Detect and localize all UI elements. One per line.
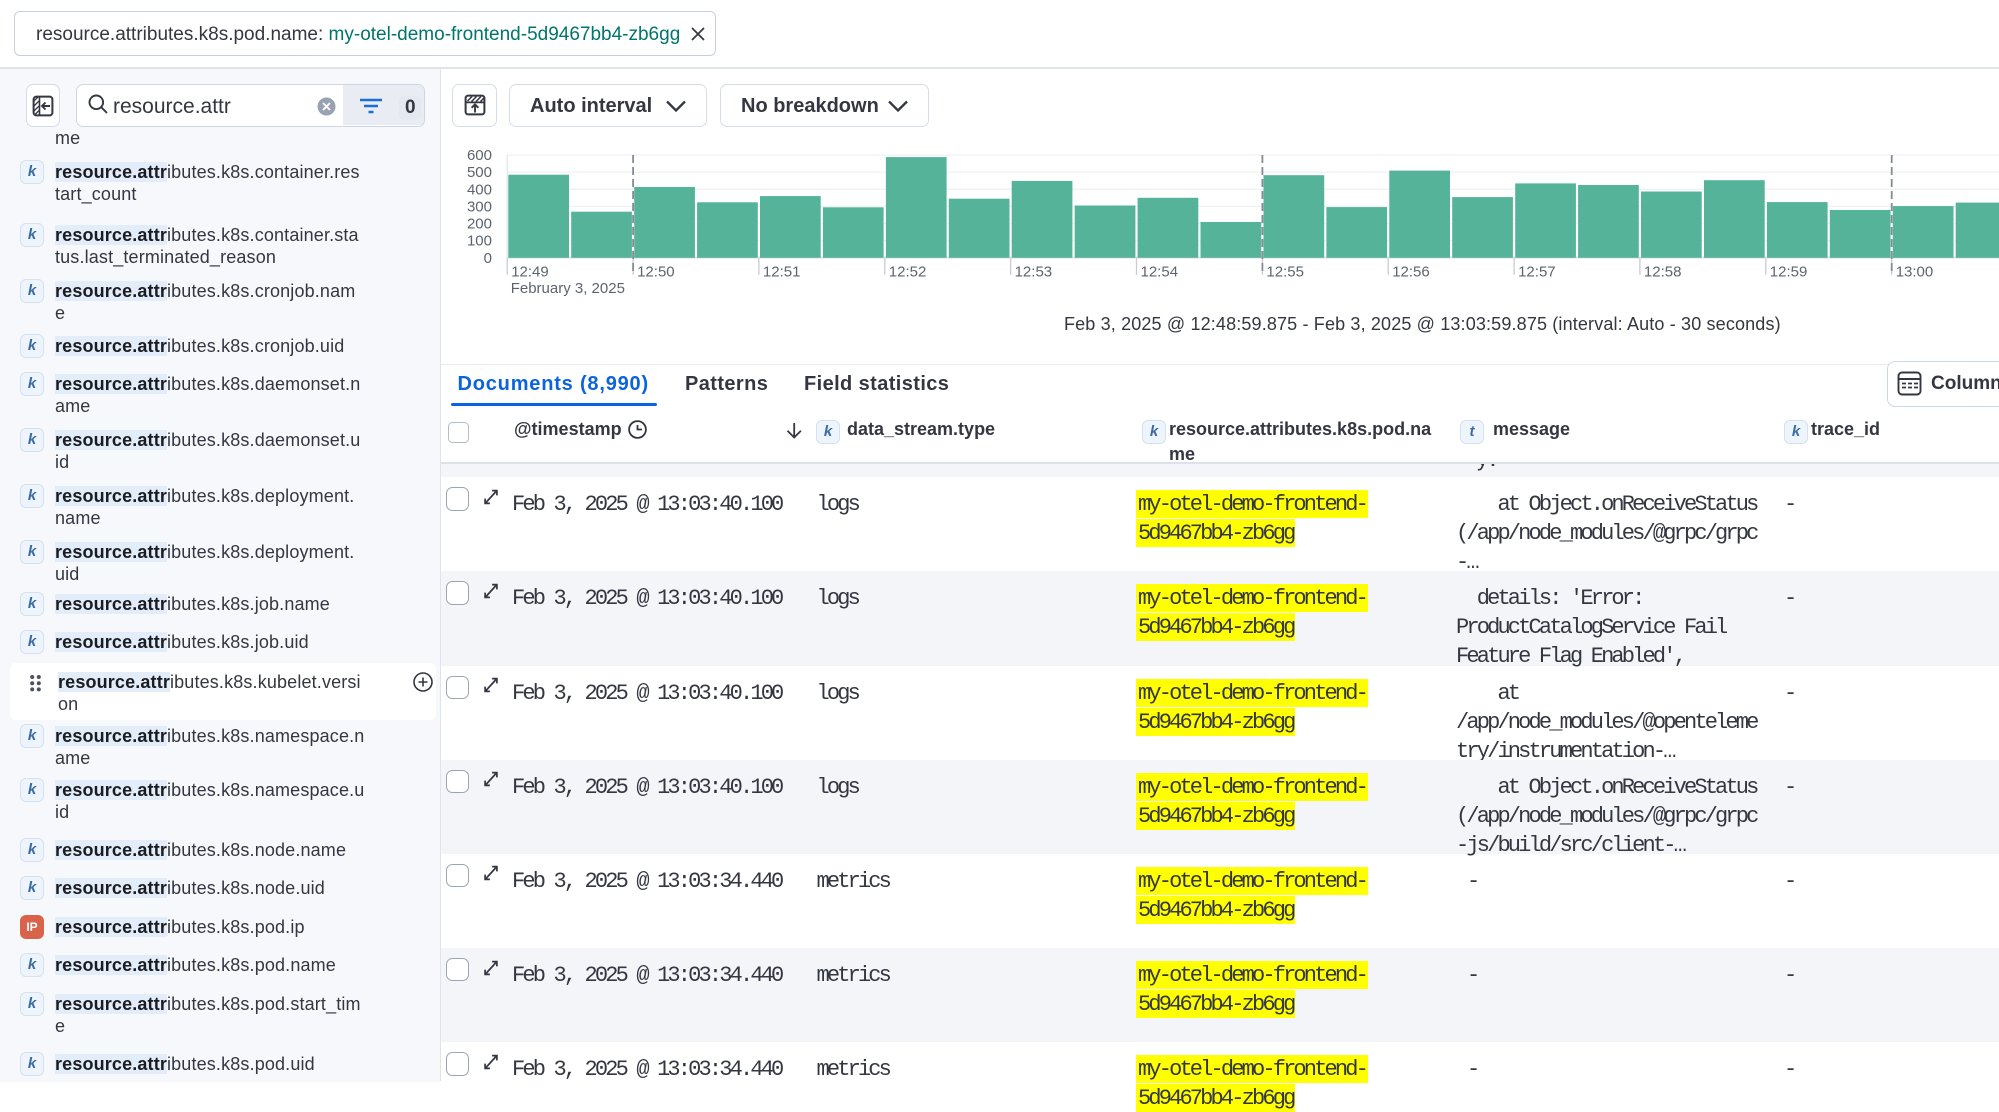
svg-text:12:51: 12:51 (763, 264, 801, 281)
svg-text:12:52: 12:52 (889, 264, 927, 281)
svg-text:500: 500 (467, 164, 492, 181)
svg-text:12:55: 12:55 (1266, 264, 1304, 281)
svg-text:400: 400 (467, 181, 492, 198)
svg-text:13:00: 13:00 (1896, 264, 1934, 281)
svg-text:12:58: 12:58 (1644, 264, 1682, 281)
svg-text:0: 0 (484, 250, 492, 267)
svg-text:100: 100 (467, 233, 492, 250)
svg-text:12:49: 12:49 (511, 264, 549, 281)
svg-text:200: 200 (467, 216, 492, 233)
svg-text:February 3, 2025: February 3, 2025 (511, 280, 625, 297)
svg-text:12:53: 12:53 (1015, 264, 1053, 281)
svg-text:12:57: 12:57 (1518, 264, 1556, 281)
svg-text:12:59: 12:59 (1770, 264, 1808, 281)
svg-text:12:54: 12:54 (1141, 264, 1179, 281)
svg-text:300: 300 (467, 198, 492, 215)
svg-text:12:50: 12:50 (637, 264, 675, 281)
svg-text:12:56: 12:56 (1392, 264, 1430, 281)
svg-text:600: 600 (467, 147, 492, 164)
